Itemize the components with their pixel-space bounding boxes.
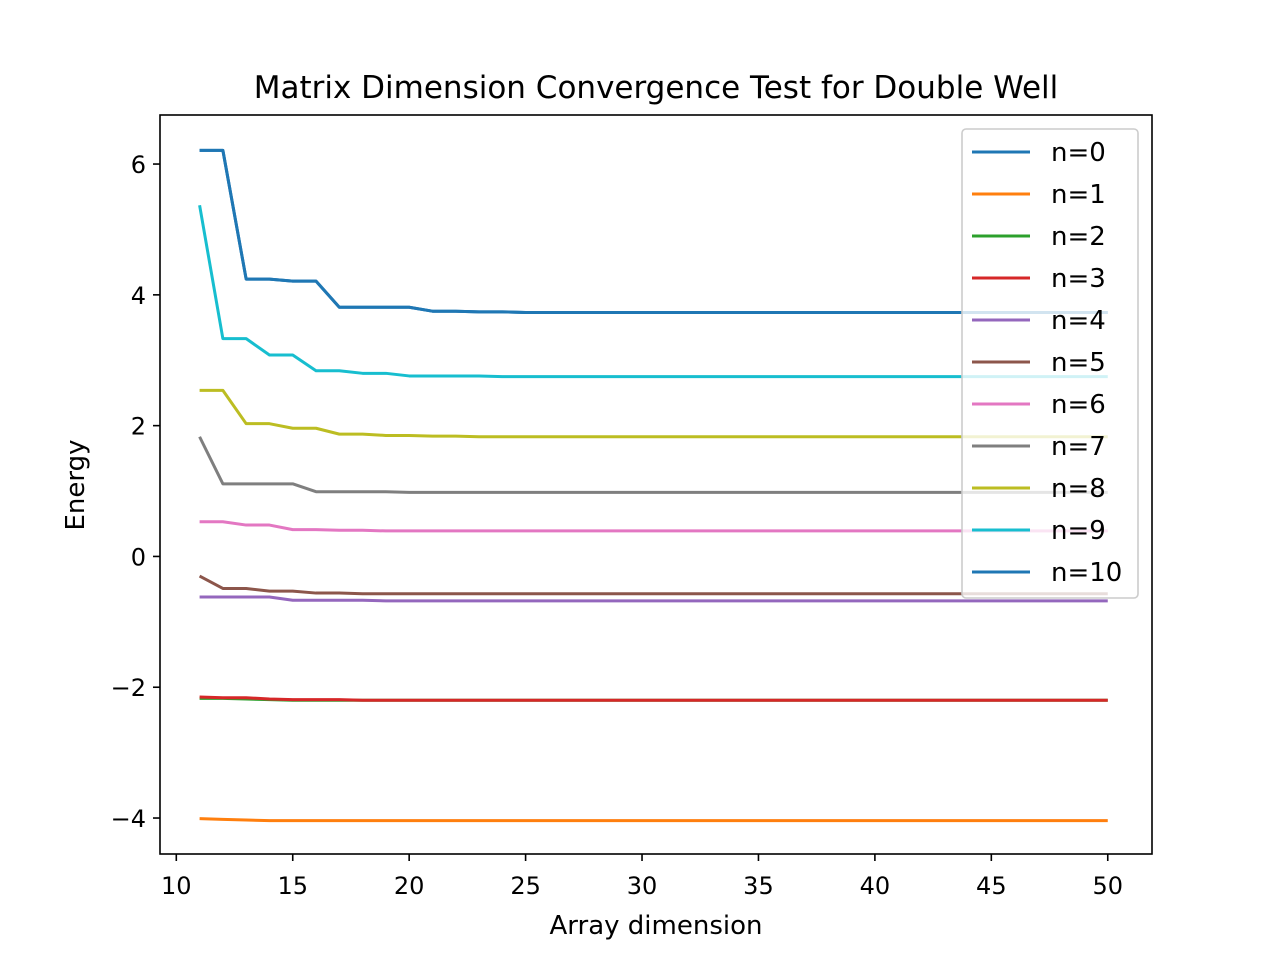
y-tick-label: −4: [111, 805, 146, 833]
legend-label: n=7: [1051, 432, 1106, 462]
legend-label: n=3: [1051, 264, 1106, 294]
series-line-n5: [198, 574, 1108, 596]
x-tick-label: 30: [627, 872, 658, 900]
series-line-n9: [198, 204, 1108, 379]
plot-lines: [198, 148, 1108, 823]
y-axis-label: Energy: [61, 439, 91, 530]
plot-frame: [159, 114, 1153, 855]
series-line-n8: [199, 388, 1108, 439]
legend: n=0 n=1 n=2 n=3 n=4 n=5 n=6 n=7 n=8 n=9 n=10: [961, 128, 1139, 599]
legend-label: n=2: [1051, 222, 1106, 252]
y-tick-label: 4: [131, 282, 146, 310]
chart-title: Matrix Dimension Convergence Test for Do…: [254, 70, 1059, 106]
y-tick-label: 2: [131, 413, 146, 441]
x-axis-label: Array dimension: [550, 911, 763, 941]
y-tick-label: 0: [131, 543, 146, 571]
x-tick-label: 45: [976, 872, 1007, 900]
legend-label: n=9: [1051, 516, 1106, 546]
legend-label: n=10: [1051, 558, 1122, 588]
legend-label: n=8: [1051, 474, 1106, 504]
legend-label: n=6: [1051, 390, 1106, 420]
y-axis: −4 −2 0 2 4 6: [111, 151, 160, 833]
x-tick-label: 10: [161, 872, 192, 900]
x-tick-label: 50: [1092, 872, 1123, 900]
legend-items: n=0 n=1 n=2 n=3 n=4 n=5 n=6 n=7 n=8 n=9 n=10: [972, 138, 1122, 588]
legend-label: n=4: [1051, 306, 1106, 336]
series-line-n4: [199, 595, 1108, 603]
legend-box: [961, 128, 1139, 599]
x-tick-label: 25: [510, 872, 541, 900]
legend-label: n=1: [1051, 180, 1106, 210]
series-line-n7: [198, 436, 1108, 494]
x-axis: 10 15 20 25 30 35 40 45 50: [161, 854, 1123, 900]
x-tick-label: 40: [860, 872, 891, 900]
series-line-n1: [199, 817, 1108, 823]
x-tick-label: 15: [277, 872, 308, 900]
legend-label: n=0: [1051, 138, 1106, 168]
y-tick-label: 6: [131, 151, 146, 179]
series-line-n10: [199, 148, 1108, 314]
x-tick-label: 20: [394, 872, 425, 900]
legend-label: n=5: [1051, 348, 1106, 378]
y-tick-label: −2: [111, 674, 146, 702]
x-tick-label: 35: [743, 872, 774, 900]
series-line-n6: [199, 520, 1108, 533]
series-line-n3: [199, 695, 1108, 702]
